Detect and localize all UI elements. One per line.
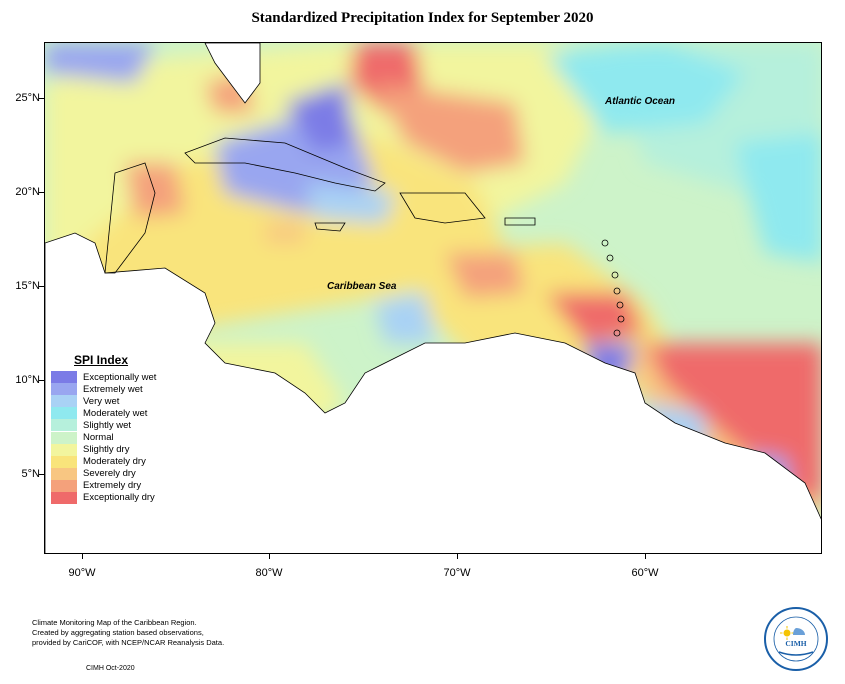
legend-item: Extremely dry xyxy=(51,479,161,492)
credits-line: Climate Monitoring Map of the Caribbean … xyxy=(32,618,197,627)
legend-label: Exceptionally dry xyxy=(83,492,155,504)
atlantic-ocean-label: Atlantic Ocean xyxy=(605,96,676,107)
map-credits: Climate Monitoring Map of the Caribbean … xyxy=(32,618,292,648)
spi-legend: SPI Index Exceptionally wet Extremely we… xyxy=(51,353,161,504)
legend-label: Slightly dry xyxy=(83,444,130,456)
legend-label: Moderately wet xyxy=(83,407,148,419)
x-tick-label: 80°W xyxy=(255,567,283,579)
legend-item: Exceptionally wet xyxy=(51,371,161,384)
legend-label: Extremely wet xyxy=(83,383,143,395)
y-tick-label: 15°N xyxy=(15,280,40,292)
legend-label: Moderately dry xyxy=(83,456,146,468)
legend-swatch xyxy=(51,431,77,444)
y-tick-label: 10°N xyxy=(15,374,40,386)
legend-swatch xyxy=(51,407,77,420)
credits-line: provided by CariCOF, with NCEP/NCAR Rean… xyxy=(32,638,225,647)
cloud-icon xyxy=(793,628,805,635)
legend-label: Slightly wet xyxy=(83,419,132,431)
cimh-logo: CIMH xyxy=(764,607,828,671)
y-tickmark xyxy=(39,380,44,381)
legend-item: Slightly dry xyxy=(51,443,161,456)
legend-item: Moderately wet xyxy=(51,407,161,420)
legend-item: Normal xyxy=(51,431,161,444)
x-tick-label: 70°W xyxy=(443,567,471,579)
spi-field xyxy=(45,43,821,553)
legend-label: Very wet xyxy=(83,395,120,407)
legend-swatch xyxy=(51,455,77,468)
legend-label: Normal xyxy=(83,432,114,444)
legend-item: Very wet xyxy=(51,395,161,408)
legend-swatch xyxy=(51,467,77,480)
legend-label: Exceptionally wet xyxy=(83,371,157,383)
legend-swatch xyxy=(51,371,77,384)
credits-line: Created by aggregating station based obs… xyxy=(32,628,204,637)
credits-date: CIMH Oct-2020 xyxy=(86,665,135,672)
y-tick-label: 20°N xyxy=(15,186,40,198)
x-tickmark xyxy=(645,554,646,559)
y-tickmark xyxy=(39,286,44,287)
x-tick-label: 60°W xyxy=(631,567,659,579)
legend-swatch xyxy=(51,395,77,408)
x-tickmark xyxy=(82,554,83,559)
legend-item: Slightly wet xyxy=(51,419,161,432)
legend-swatch xyxy=(51,419,77,432)
wave-icon xyxy=(778,651,814,656)
y-tickmark xyxy=(39,474,44,475)
land-outlines xyxy=(45,162,821,553)
caribbean-sea-label: Caribbean Sea xyxy=(327,281,397,292)
legend-swatch xyxy=(51,479,77,492)
legend-item: Severely dry xyxy=(51,467,161,480)
y-tick-label: 25°N xyxy=(15,92,40,104)
x-tickmark xyxy=(457,554,458,559)
legend-item: Exceptionally dry xyxy=(51,491,161,504)
y-tickmark xyxy=(39,98,44,99)
legend-swatch xyxy=(51,491,77,504)
legend-label: Extremely dry xyxy=(83,480,142,492)
x-tickmark xyxy=(269,554,270,559)
x-tick-label: 90°W xyxy=(68,567,96,579)
legend-label: Severely dry xyxy=(83,468,136,480)
spi-map: Atlantic Ocean Caribbean Sea xyxy=(44,42,822,554)
legend-item: Extremely wet xyxy=(51,383,161,396)
legend-title: SPI Index xyxy=(74,353,129,367)
legend-swatch xyxy=(51,383,77,396)
y-tickmark xyxy=(39,192,44,193)
y-tick-label: 5°N xyxy=(21,468,40,480)
legend-item: Moderately dry xyxy=(51,455,161,468)
map-title: Standardized Precipitation Index for Sep… xyxy=(251,10,594,26)
legend-swatch xyxy=(51,443,77,456)
logo-text: CIMH xyxy=(785,639,806,648)
